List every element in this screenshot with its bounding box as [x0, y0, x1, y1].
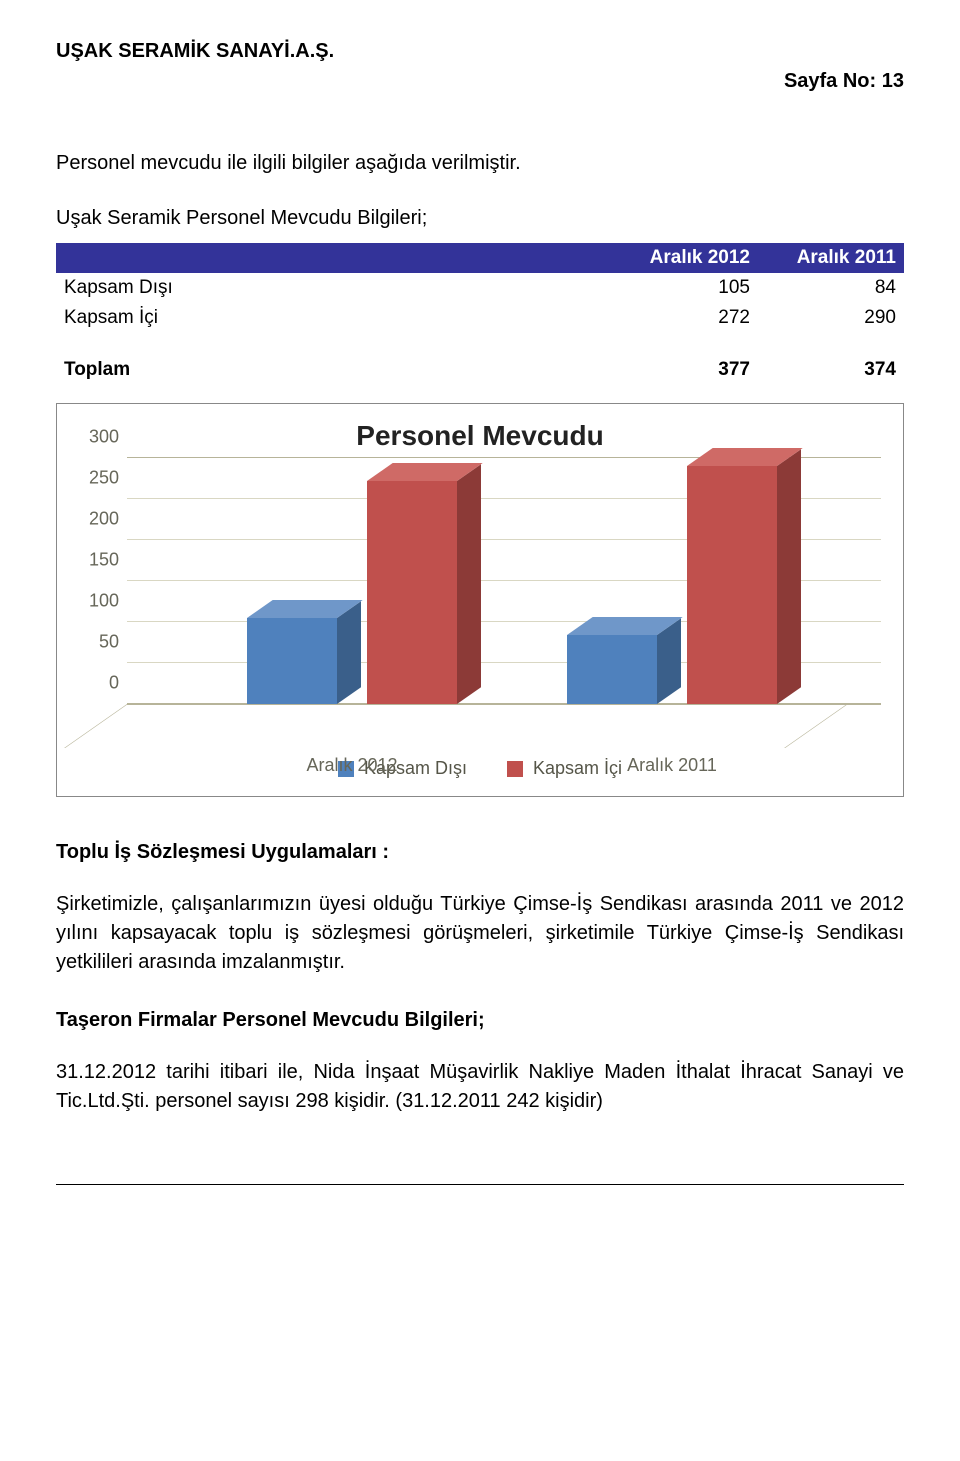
table-total-cell: 374 — [758, 355, 904, 385]
table-header-row: Aralık 2012 Aralık 2011 — [56, 243, 904, 273]
chart-container: Personel Mevcudu 050100150200250300Aralı… — [56, 403, 904, 797]
chart-y-tick-label: 200 — [77, 509, 119, 530]
table-header-spacer — [56, 243, 612, 273]
personnel-table: Aralık 2012 Aralık 2011 Kapsam Dışı 105 … — [56, 243, 904, 385]
page-number: Sayfa No: 13 — [784, 40, 904, 93]
table-total-cell: 377 — [612, 355, 758, 385]
chart-bars-layer: Aralık 2012Aralık 2011 — [127, 458, 881, 704]
table-cell: 290 — [758, 303, 904, 333]
company-name: UŞAK SERAMİK SANAYİ.A.Ş. — [56, 40, 334, 63]
chart-floor — [127, 704, 881, 748]
footer-rule — [56, 1184, 904, 1185]
table-total-row: Toplam 377 374 — [56, 355, 904, 385]
cba-paragraph: Şirketimizle, çalışanlarımızın üyesi old… — [56, 890, 904, 977]
chart-plot-area: 050100150200250300Aralık 2012Aralık 2011 — [127, 458, 881, 748]
table-row-label: Kapsam Dışı — [56, 273, 612, 303]
chart-y-tick-label: 250 — [77, 468, 119, 489]
table-row: Kapsam Dışı 105 84 — [56, 273, 904, 303]
subcontractor-heading: Taşeron Firmalar Personel Mevcudu Bilgil… — [56, 1009, 904, 1032]
chart-legend-swatch — [507, 761, 523, 777]
table-cell: 105 — [612, 273, 758, 303]
chart-category-label: Aralık 2011 — [567, 755, 777, 776]
chart-category-label: Aralık 2012 — [247, 755, 457, 776]
chart-y-tick-label: 300 — [77, 427, 119, 448]
table-row-label: Kapsam İçi — [56, 303, 612, 333]
header-row: UŞAK SERAMİK SANAYİ.A.Ş. Sayfa No: 13 — [56, 40, 904, 93]
intro-paragraph: Personel mevcudu ile ilgili bilgiler aşa… — [56, 149, 904, 178]
table-col-header: Aralık 2012 — [612, 243, 758, 273]
table-row: Kapsam İçi 272 290 — [56, 303, 904, 333]
table-cell: 272 — [612, 303, 758, 333]
chart-y-tick-label: 0 — [77, 673, 119, 694]
table-cell: 84 — [758, 273, 904, 303]
chart-y-tick-label: 50 — [77, 632, 119, 653]
page-container: UŞAK SERAMİK SANAYİ.A.Ş. Sayfa No: 13 Pe… — [0, 0, 960, 1233]
chart-y-tick-label: 150 — [77, 550, 119, 571]
table-col-header: Aralık 2011 — [758, 243, 904, 273]
subcontractor-paragraph: 31.12.2012 tarihi itibari ile, Nida İnşa… — [56, 1058, 904, 1116]
table-subtitle: Uşak Seramik Personel Mevcudu Bilgileri; — [56, 204, 904, 233]
table-total-label: Toplam — [56, 355, 612, 385]
table-spacer-row — [56, 333, 904, 355]
cba-heading: Toplu İş Sözleşmesi Uygulamaları : — [56, 841, 904, 864]
chart-y-tick-label: 100 — [77, 591, 119, 612]
